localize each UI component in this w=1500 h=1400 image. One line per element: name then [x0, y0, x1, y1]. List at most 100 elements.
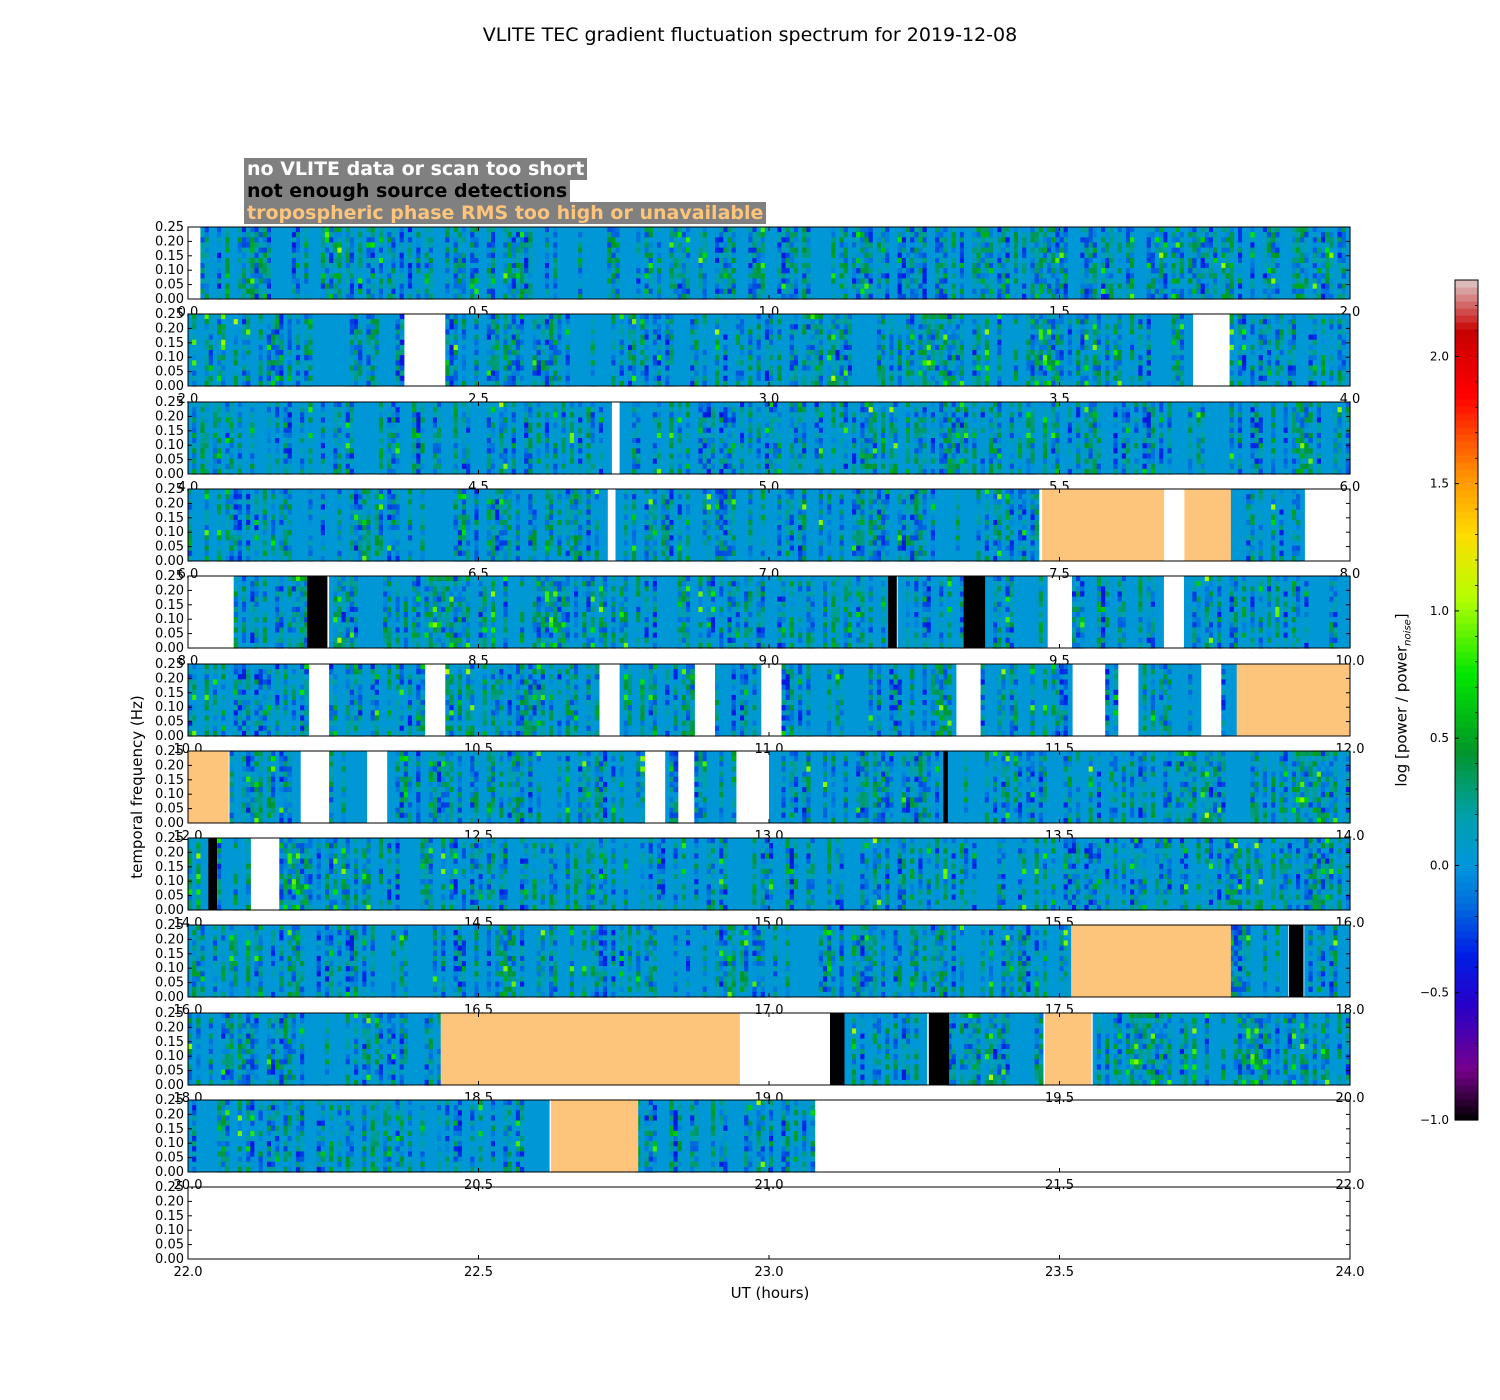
spectrum-cell — [864, 289, 869, 295]
spectrum-cell — [474, 278, 479, 284]
spectrum-cell — [856, 273, 861, 279]
spectrum-cell — [337, 263, 342, 269]
spectrum-cell — [512, 268, 517, 274]
spectrum-column — [562, 227, 567, 299]
spectrum-cell — [387, 242, 392, 248]
spectrum-cell — [366, 273, 371, 279]
spectrum-cell — [732, 237, 737, 243]
spectrum-cell — [802, 253, 807, 259]
spectrum-cell — [781, 248, 786, 254]
spectrum-column — [632, 227, 637, 299]
spectrum-cell — [856, 253, 861, 259]
spectrum-cell — [844, 278, 849, 284]
spectrum-cell — [366, 289, 371, 295]
spectrum-cell — [263, 268, 268, 274]
spectrum-column — [209, 227, 214, 299]
spectrum-cell — [781, 273, 786, 279]
spectrum-cell — [458, 268, 463, 274]
spectrum-cell — [470, 273, 475, 279]
spectrum-cell — [781, 278, 786, 284]
spectrum-cell — [657, 232, 662, 238]
spectrum-cell — [238, 258, 243, 264]
spectrum-cell — [337, 232, 342, 238]
spectrum-cell — [321, 253, 326, 259]
spectrum-cell — [645, 242, 650, 248]
spectrum-cell — [408, 258, 413, 264]
spectrum-cell — [616, 273, 621, 279]
spectrum-cell — [761, 242, 766, 248]
spectrum-column — [499, 227, 504, 299]
spectrum-cell — [806, 273, 811, 279]
spectrum-cell — [445, 284, 450, 290]
spectrum-cell — [678, 232, 683, 238]
spectrum-cell — [429, 278, 434, 284]
spectrum-cell — [512, 273, 517, 279]
spectrum-cell — [674, 258, 679, 264]
spectrum-column — [690, 227, 695, 299]
spectrum-cell — [777, 253, 782, 259]
spectrum-cell — [296, 227, 301, 233]
spectrum-cell — [470, 248, 475, 254]
spectrum-cell — [777, 289, 782, 295]
spectrum-cell — [491, 237, 496, 243]
spectrum-cell — [806, 278, 811, 284]
spectrum-cell — [703, 237, 708, 243]
spectrum-cell — [645, 253, 650, 259]
spectrum-cell — [852, 284, 857, 290]
spectrum-cell — [669, 289, 674, 295]
spectrum-cell — [844, 227, 849, 233]
spectrum-cell — [346, 248, 351, 254]
spectrum-cell — [520, 248, 525, 254]
spectrum-cell — [246, 278, 251, 284]
spectrum-cell — [246, 258, 251, 264]
spectrum-cell — [346, 253, 351, 259]
spectrum-cell — [325, 253, 330, 259]
spectrum-cell — [852, 232, 857, 238]
spectrum-cell — [292, 284, 297, 290]
spectrum-cell — [636, 253, 641, 259]
spectrum-cell — [786, 278, 791, 284]
spectrum-cell — [636, 278, 641, 284]
spectrum-cell — [607, 227, 612, 233]
spectrum-cell — [649, 248, 654, 254]
spectrum-cell — [686, 248, 691, 254]
spectrum-cell — [748, 242, 753, 248]
spectrum-cell — [728, 248, 733, 254]
spectrum-cell — [445, 227, 450, 233]
spectrum-cell — [748, 284, 753, 290]
spectrum-cell — [470, 232, 475, 238]
spectrum-cell — [856, 268, 861, 274]
spectrum-cell — [528, 278, 533, 284]
spectrum-cell — [748, 289, 753, 295]
spectrum-cell — [429, 268, 434, 274]
spectrum-cell — [806, 232, 811, 238]
spectrum-cell — [292, 253, 297, 259]
spectrum-cell — [516, 273, 521, 279]
spectrum-cell — [491, 284, 496, 290]
spectrum-cell — [790, 258, 795, 264]
spectrum-cell — [321, 242, 326, 248]
spectrum-cell — [512, 242, 517, 248]
spectrum-cell — [864, 227, 869, 233]
spectrum-cell — [508, 263, 513, 269]
spectrum-cell — [238, 289, 243, 295]
spectrum-cell — [806, 289, 811, 295]
spectrum-cell — [242, 268, 247, 274]
spectrum-cell — [611, 263, 616, 269]
spectrum-cell — [748, 253, 753, 259]
spectrum-cell — [429, 242, 434, 248]
spectrum-cell — [840, 227, 845, 233]
spectrum-cell — [267, 242, 272, 248]
spectrum-cell — [844, 273, 849, 279]
spectrum-cell — [487, 273, 492, 279]
spectrum-cell — [425, 232, 430, 238]
spectrum-cell — [678, 227, 683, 233]
spectrum-cell — [454, 242, 459, 248]
spectrum-cell — [400, 253, 405, 259]
spectrum-cell — [416, 248, 421, 254]
spectrum-cell — [325, 278, 330, 284]
spectrum-cell — [225, 237, 230, 243]
spectrum-column — [433, 227, 438, 299]
spectrum-cell — [366, 258, 371, 264]
spectrum-cell — [607, 237, 612, 243]
